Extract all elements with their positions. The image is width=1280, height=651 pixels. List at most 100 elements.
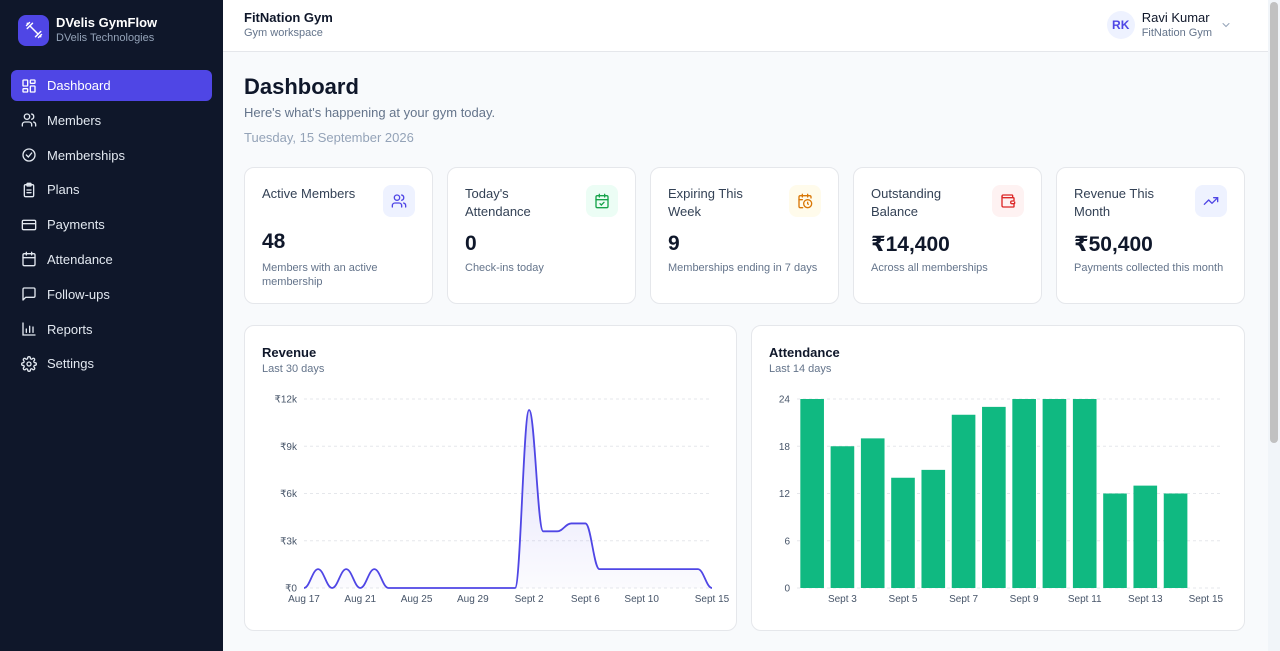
card-value: ₹14,400 [871, 233, 950, 256]
x-tick-label: Sept 5 [889, 594, 918, 605]
revenue-point[interactable] [341, 564, 351, 574]
sidebar-item-label: Payments [47, 217, 105, 233]
revenue-point[interactable] [482, 583, 492, 593]
revenue-chart-panel: Revenue Last 30 days ₹0 ₹3k ₹6k ₹9k ₹12k Aug … [244, 325, 737, 631]
attendance-bar[interactable] [982, 406, 1006, 588]
panel-subtitle: Last 30 days [262, 363, 325, 375]
revenue-point[interactable] [327, 583, 337, 593]
y-tick-label: ₹6k [280, 489, 298, 500]
revenue-point[interactable] [468, 583, 478, 593]
attendance-bar[interactable] [951, 414, 976, 588]
attendance-bar[interactable] [830, 446, 855, 588]
attendance-bar[interactable] [1042, 399, 1067, 588]
revenue-point[interactable] [524, 405, 534, 415]
revenue-point[interactable] [594, 564, 604, 574]
sidebar-item-settings[interactable]: Settings [11, 348, 212, 379]
attendance-bar[interactable] [1103, 493, 1127, 589]
card-label: Revenue This Month [1074, 186, 1154, 219]
scrollbar-thumb[interactable] [1270, 2, 1278, 443]
revenue-point[interactable] [538, 526, 548, 536]
revenue-point[interactable] [552, 526, 562, 536]
card-label: Outstanding Balance [871, 186, 942, 219]
revenue-point[interactable] [651, 564, 661, 574]
revenue-point[interactable] [440, 583, 450, 593]
revenue-point[interactable] [510, 583, 520, 593]
brand-name: DVelis GymFlow [56, 15, 158, 30]
panel-title: Attendance [769, 345, 840, 360]
revenue-point[interactable] [693, 564, 703, 574]
revenue-point[interactable] [609, 564, 619, 574]
revenue-point[interactable] [679, 564, 689, 574]
sidebar-item-attendance[interactable]: Attendance [11, 244, 212, 275]
revenue-point[interactable] [369, 564, 379, 574]
sidebar-item-memberships[interactable]: Memberships [11, 140, 212, 171]
page-subtitle: Here's what's happening at your gym toda… [244, 105, 496, 120]
sidebar-item-label: Members [47, 112, 102, 128]
sidebar-item-follow-ups[interactable]: Follow-ups [11, 279, 212, 310]
revenue-point[interactable] [299, 583, 309, 593]
user-name: Ravi Kumar [1141, 10, 1210, 25]
sidebar-item-label: Plans [47, 182, 80, 198]
workspace-subtitle: Gym workspace [244, 27, 323, 39]
clipboard-icon [21, 182, 37, 198]
sidebar-item-dashboard[interactable]: Dashboard [11, 70, 212, 101]
revenue-point[interactable] [313, 564, 323, 574]
sidebar: DVelis GymFlow DVelis Technologies Dashb… [0, 0, 223, 651]
attendance-bar[interactable] [800, 399, 824, 588]
users-icon [383, 185, 415, 217]
revenue-point[interactable] [623, 564, 633, 574]
revenue-point[interactable] [665, 564, 675, 574]
y-tick-label: 0 [784, 584, 790, 595]
calendar-check-icon [586, 185, 618, 217]
x-tick-label: Aug 17 [288, 594, 320, 605]
x-tick-label: Sept 15 [695, 594, 730, 605]
revenue-area [304, 410, 712, 588]
revenue-chart: ₹0 ₹3k ₹6k ₹9k ₹12k Aug 17 Aug 21 Aug 25 Aug 29 S… [275, 395, 730, 606]
stat-card-todays-attendance: Today's Attendance 0 Check-ins today [447, 167, 636, 304]
stat-card-expiring-this-week: Expiring This Week 9 Memberships ending … [650, 167, 839, 304]
revenue-point[interactable] [426, 583, 436, 593]
stat-card-revenue-this-month: Revenue This Month ₹50,400 Payments coll… [1056, 167, 1245, 304]
card-value: ₹50,400 [1074, 233, 1153, 256]
sidebar-item-label: Settings [47, 356, 94, 372]
revenue-point[interactable] [355, 583, 365, 593]
card-value: 48 [262, 230, 286, 253]
sidebar-item-payments[interactable]: Payments [11, 209, 212, 240]
x-tick-label: Aug 25 [401, 594, 433, 605]
revenue-point[interactable] [637, 564, 647, 574]
attendance-bar[interactable] [860, 438, 885, 588]
revenue-point[interactable] [412, 583, 422, 593]
x-tick-label: Aug 21 [344, 594, 376, 605]
revenue-point[interactable] [454, 583, 464, 593]
sidebar-item-members[interactable]: Members [11, 105, 212, 136]
page-date: Tuesday, 15 September 2026 [244, 130, 414, 145]
attendance-bar[interactable] [921, 469, 946, 588]
workspace-info: FitNation Gym Gym workspace [244, 10, 333, 40]
attendance-bar[interactable] [1012, 399, 1036, 588]
attendance-bar[interactable] [1072, 399, 1097, 588]
attendance-bar[interactable] [1163, 493, 1188, 589]
stat-card-active-members: Active Members 48 Members with an active… [244, 167, 433, 304]
brand[interactable]: DVelis GymFlow DVelis Technologies [0, 0, 223, 60]
sidebar-item-plans[interactable]: Plans [11, 174, 212, 205]
sidebar-item-label: Dashboard [47, 78, 111, 93]
revenue-point[interactable] [496, 583, 506, 593]
y-tick-label: 18 [779, 442, 791, 453]
revenue-point[interactable] [383, 583, 393, 593]
page-scrollbar[interactable] [1268, 0, 1280, 651]
x-tick-label: Sept 3 [828, 594, 857, 605]
attendance-bar[interactable] [1133, 485, 1158, 588]
y-tick-label: ₹9k [280, 442, 298, 453]
user-menu[interactable]: RK Ravi Kumar FitNation Gym [1106, 10, 1232, 40]
card-value: 0 [465, 232, 477, 255]
revenue-point[interactable] [580, 518, 590, 528]
attendance-bar[interactable] [891, 477, 915, 588]
sidebar-item-reports[interactable]: Reports [11, 314, 212, 345]
revenue-point[interactable] [707, 583, 717, 593]
y-tick-label: 6 [784, 536, 790, 547]
revenue-point[interactable] [397, 583, 407, 593]
card-label: Today's Attendance [465, 186, 531, 219]
attendance-chart: 0 6 12 18 24 Sept 3 Sept 5 Sept 7 Sept 9 Sept 11 S… [779, 395, 1224, 606]
revenue-point[interactable] [566, 518, 576, 528]
stat-cards: Active Members 48 Members with an active… [244, 167, 1245, 304]
